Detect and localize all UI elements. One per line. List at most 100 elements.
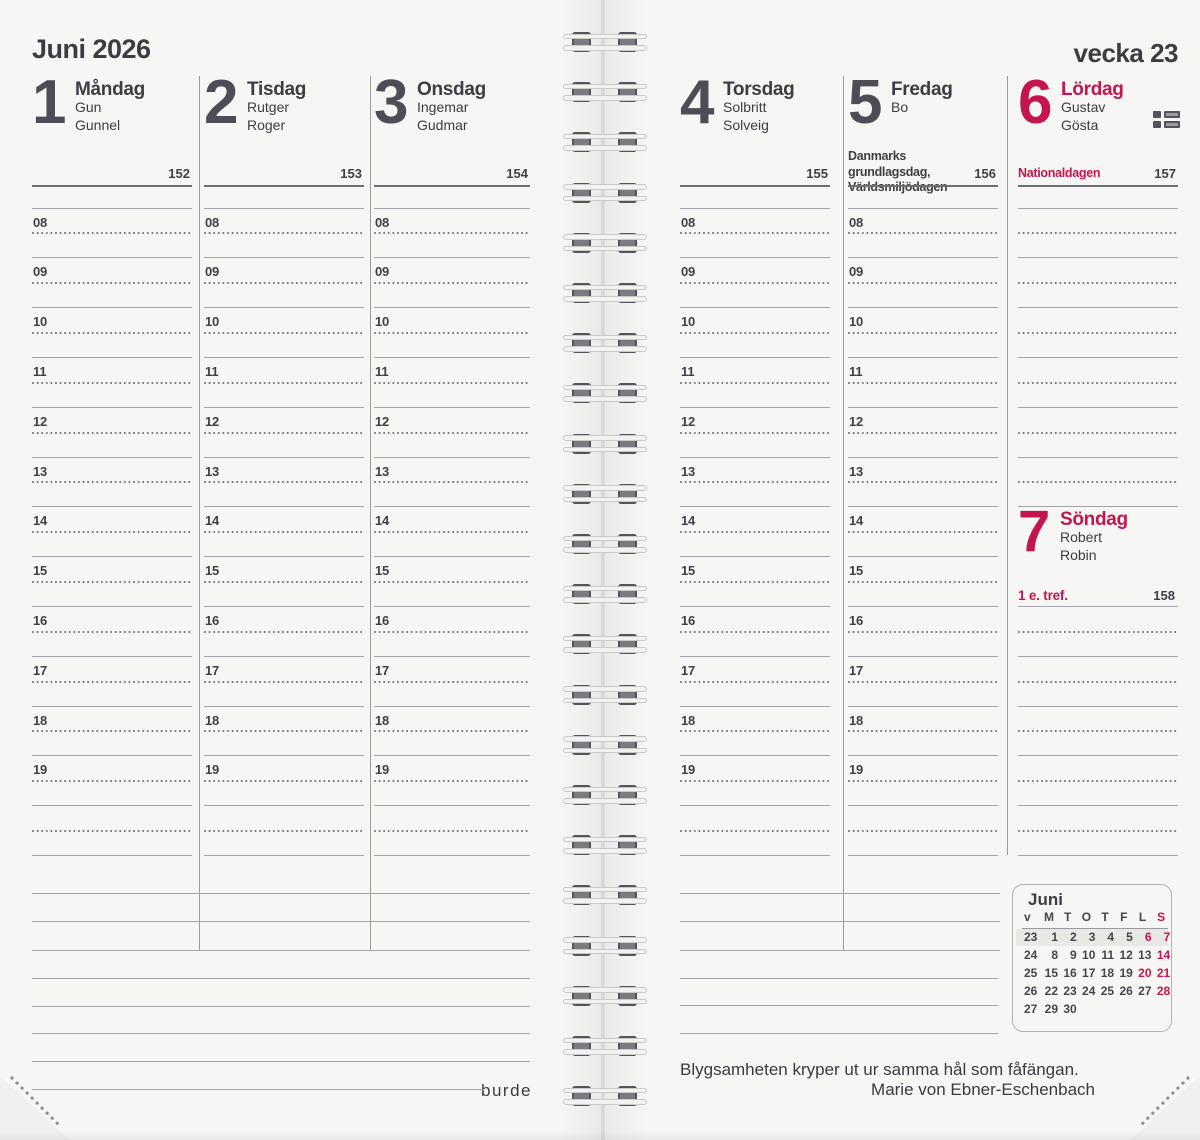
- day-name: Onsdag: [417, 79, 486, 100]
- spiral-wire: [563, 446, 647, 453]
- name-day: Robin: [1060, 546, 1097, 563]
- half-hour-line-dotted: [32, 531, 192, 534]
- spiral-binding-coil: [563, 784, 647, 808]
- mini-calendar-day: 12: [1119, 947, 1133, 962]
- hour-line-solid: [848, 207, 998, 209]
- hour-line-solid: [1018, 854, 1178, 856]
- half-hour-line-dotted: [848, 381, 998, 384]
- hour-line-solid: [374, 755, 530, 757]
- mini-calendar-day: 10: [1082, 947, 1096, 962]
- hour-line-solid: [1018, 406, 1178, 408]
- half-hour-line-dotted: [32, 581, 192, 583]
- mini-calendar-day: 20: [1138, 965, 1152, 980]
- half-hour-line-dotted: [32, 431, 192, 434]
- half-hour-line-dotted: [680, 332, 830, 334]
- spiral-wire: [563, 786, 647, 792]
- spiral-wire: [563, 747, 647, 754]
- hour-label: 13: [849, 463, 864, 479]
- half-hour-line-dotted: [374, 431, 530, 434]
- mini-calendar-day: 9: [1070, 947, 1077, 962]
- right-page-edge-shadow: [605, 0, 648, 1140]
- half-hour-line-dotted: [1018, 830, 1178, 832]
- spiral-wire: [563, 635, 647, 642]
- hour-line-solid: [32, 257, 192, 259]
- hour-label: 15: [205, 563, 220, 579]
- half-hour-line-dotted: [1018, 680, 1178, 683]
- hour-line-solid: [204, 207, 364, 209]
- spiral-binding-coil: [563, 483, 647, 507]
- hour-line-solid: [204, 805, 364, 807]
- hour-label: 09: [849, 264, 864, 280]
- half-hour-line-dotted: [848, 730, 998, 733]
- hour-line-solid: [1018, 655, 1178, 657]
- hour-line-solid: [204, 556, 364, 558]
- hour-line-solid: [680, 257, 830, 259]
- mini-calendar-col-header: O: [1081, 910, 1092, 924]
- hour-line-solid: [374, 207, 530, 209]
- summary-line: [32, 921, 530, 922]
- hour-line-solid: [32, 456, 192, 458]
- hour-line-solid: [374, 655, 530, 657]
- spiral-wire: [563, 547, 647, 553]
- half-hour-line-dotted: [204, 581, 364, 583]
- hour-label: 11: [375, 363, 389, 379]
- notes-line: [32, 978, 530, 979]
- hour-line-solid: [680, 307, 830, 309]
- mini-calendar-day: 27: [1138, 983, 1152, 998]
- mini-calendar-day: 5: [1126, 929, 1133, 944]
- month-title: Juni 2026: [32, 34, 151, 64]
- day-of-year: 152: [168, 166, 190, 181]
- hour-line-solid: [848, 805, 998, 807]
- half-hour-line-dotted: [848, 232, 998, 235]
- half-hour-line-dotted: [680, 431, 830, 434]
- half-hour-line-dotted: [32, 830, 192, 832]
- spiral-binding-coil: [563, 533, 647, 557]
- mini-month-calendar: [1012, 884, 1172, 1032]
- hour-line-solid: [848, 257, 998, 259]
- half-hour-line-dotted: [204, 680, 364, 683]
- column-separator: [370, 76, 371, 950]
- summary-line: [32, 950, 530, 951]
- hour-label: 08: [681, 214, 696, 230]
- hour-line-solid: [1018, 207, 1178, 209]
- notes-line-logo: [32, 1089, 484, 1090]
- spiral-binding-coil: [563, 31, 647, 55]
- spiral-wire: [563, 133, 647, 140]
- spiral-wire: [563, 485, 647, 491]
- hour-line-solid: [1018, 605, 1178, 607]
- hour-line-solid: [374, 257, 530, 259]
- half-hour-line-dotted: [204, 232, 364, 235]
- mini-calendar-day: 29: [1044, 1001, 1058, 1016]
- hour-label: 14: [205, 513, 220, 529]
- spiral-binding-coil: [563, 282, 647, 306]
- sunday-name-days: Robert Robin: [1060, 529, 1178, 564]
- hour-line-solid: [848, 556, 998, 558]
- mini-calendar-day: 22: [1044, 983, 1058, 998]
- half-hour-line-dotted: [204, 431, 364, 434]
- holiday-line: Världsmiljödagen: [848, 180, 948, 194]
- half-hour-line-dotted: [204, 630, 364, 633]
- hour-label: 12: [375, 413, 390, 429]
- hour-line-solid: [1018, 456, 1178, 458]
- hour-label: 14: [375, 513, 390, 529]
- hour-label: 14: [33, 513, 48, 529]
- half-hour-line-dotted: [680, 531, 830, 534]
- half-hour-line-dotted: [374, 581, 530, 583]
- hour-label: 18: [33, 712, 48, 728]
- half-hour-line-dotted: [680, 381, 830, 384]
- hour-line-solid: [848, 655, 998, 657]
- spiral-wire: [563, 1099, 647, 1105]
- spiral-binding-coil: [563, 182, 647, 206]
- mini-calendar-col-header: F: [1120, 910, 1128, 924]
- spiral-wire: [563, 346, 647, 352]
- name-days: Ingemar Gudmar: [417, 99, 530, 134]
- hour-label: 11: [681, 363, 695, 379]
- mini-calendar-col-header: S: [1157, 910, 1166, 924]
- spiral-wire: [563, 697, 647, 704]
- half-hour-line-dotted: [204, 830, 364, 832]
- day-header-line: [680, 185, 830, 187]
- day-header-line: [204, 185, 364, 187]
- half-hour-line-dotted: [680, 282, 830, 285]
- hour-label: 09: [205, 264, 220, 280]
- hour-label: 09: [681, 264, 696, 280]
